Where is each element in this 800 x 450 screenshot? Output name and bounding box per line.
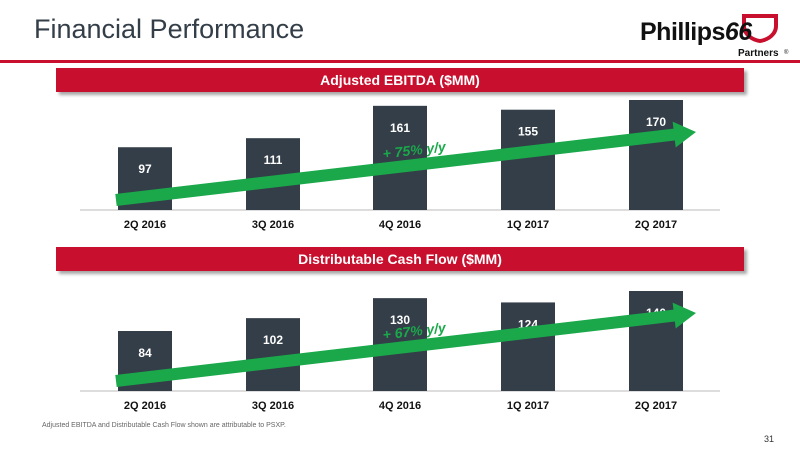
bar (629, 100, 683, 210)
trend-arrow: + 67% y/y (115, 302, 696, 387)
bar (501, 302, 555, 391)
trend-arrow-shape (115, 121, 696, 206)
bar (373, 105, 427, 210)
x-tick-label: 2Q 2017 (635, 219, 677, 231)
x-tick-label: 3Q 2016 (252, 400, 294, 412)
chart-banner-ebitda: Adjusted EBITDA ($MM) (56, 68, 744, 92)
x-tick-label: 2Q 2017 (635, 400, 677, 412)
logo-trademark: ® (784, 50, 789, 56)
logo-subtitle: Partners (738, 48, 779, 59)
page-title: Financial Performance (34, 14, 305, 44)
footnote: Adjusted EBITDA and Distributable Cash F… (42, 422, 286, 429)
x-tick-label: 1Q 2017 (507, 400, 549, 412)
bar-value-label: 84 (138, 346, 152, 360)
bar-value-label: 130 (390, 313, 410, 327)
bar-value-label: 170 (646, 115, 666, 129)
x-tick-label: 2Q 2016 (124, 219, 166, 231)
bar-value-label: 111 (264, 153, 283, 167)
growth-annotation: + 67% y/y (382, 319, 448, 342)
bar-value-label: 102 (263, 333, 283, 347)
bar (501, 109, 555, 210)
bar-value-label: 155 (518, 125, 538, 139)
growth-annotation: + 75% y/y (382, 138, 448, 161)
x-tick-label: 4Q 2016 (379, 219, 421, 231)
trend-arrow-shape (115, 302, 696, 387)
bar-value-label: 161 (390, 121, 410, 135)
ebitda-bar-chart: 97 2Q 2016 111 3Q 2016 161 4Q 2016 155 1Q 2017 1… (80, 100, 720, 231)
bar-value-label: 97 (138, 162, 152, 176)
chart-banner-dcf: Distributable Cash Flow ($MM) (56, 247, 744, 271)
shield-icon (742, 14, 778, 43)
logo-wordmark: Phillips66 (640, 18, 752, 46)
x-tick-label: 3Q 2016 (252, 219, 294, 231)
x-tick-label: 4Q 2016 (379, 400, 421, 412)
page-number: 31 (764, 434, 775, 444)
header-divider (0, 60, 800, 63)
trend-arrow: + 75% y/y (115, 121, 696, 206)
x-tick-label: 1Q 2017 (507, 219, 549, 231)
company-logo: Phillips66 Partners ® (640, 10, 790, 62)
x-tick-label: 2Q 2016 (124, 400, 166, 412)
